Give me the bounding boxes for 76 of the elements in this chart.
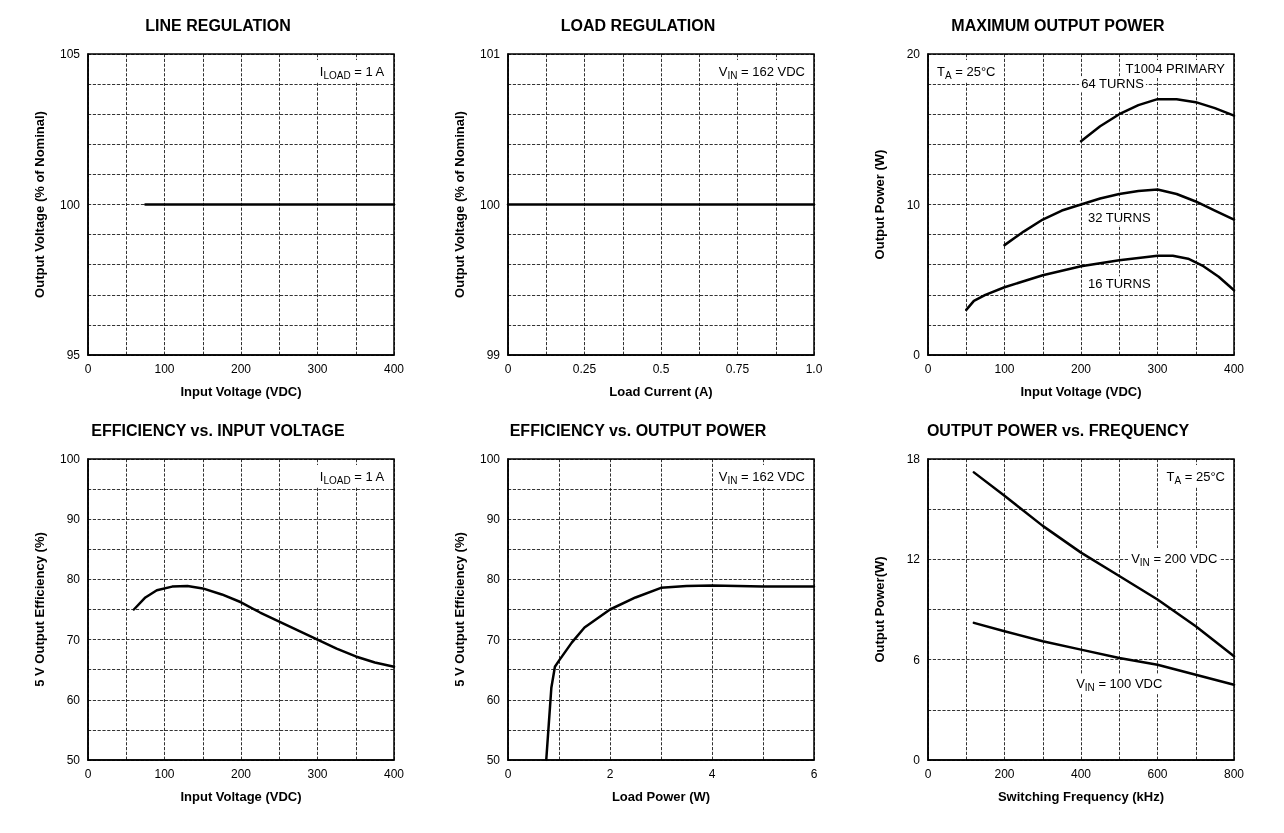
x-tick-label: 0 (504, 767, 512, 781)
x-tick-label: 0 (84, 767, 92, 781)
y-tick-label: 90 (66, 512, 81, 527)
y-tick-label: 0 (913, 348, 921, 362)
x-tick-label: 0 (504, 362, 512, 376)
x-tick-label: 0.25 (572, 362, 597, 376)
y-tick-label: 95 (66, 348, 81, 362)
x-tick-label: 300 (1147, 362, 1168, 376)
x-axis-title: Input Voltage (VDC) (180, 384, 302, 399)
y-tick-label: 50 (66, 753, 81, 767)
y-tick-label: 100 (59, 452, 81, 466)
annotation: T1004 PRIMARY (1125, 61, 1226, 76)
x-tick-label: 100 (994, 362, 1015, 376)
series-label: 32 TURNS (1087, 209, 1151, 225)
x-tick-label: 1.0 (805, 362, 823, 376)
x-tick-label: 100 (154, 362, 175, 376)
x-axis-title: Load Power (W) (611, 789, 711, 804)
y-axis-title: Output Power(W) (872, 556, 887, 663)
x-axis-title: Input Voltage (VDC) (180, 789, 302, 804)
x-tick-label: 400 (1070, 767, 1092, 781)
x-tick-label: 200 (230, 767, 252, 781)
chart-title: MAXIMUM OUTPUT POWER (951, 16, 1166, 34)
y-tick-label: 60 (486, 692, 501, 707)
x-tick-label: 6 (810, 767, 818, 781)
x-tick-label: 800 (1223, 767, 1245, 781)
x-tick-label: 200 (1070, 362, 1092, 376)
y-tick-label: 6 (913, 652, 921, 667)
x-tick-label: 0.75 (725, 362, 750, 376)
y-tick-label: 90 (486, 512, 501, 527)
y-axis-title: Output Voltage (% of Nominal) (32, 111, 47, 298)
y-tick-label: 100 (59, 197, 81, 212)
y-tick-label: 80 (486, 572, 501, 587)
x-tick-label: 600 (1147, 767, 1168, 781)
y-tick-label: 100 (479, 197, 501, 212)
x-tick-label: 100 (154, 767, 175, 781)
x-tick-label: 400 (1223, 362, 1245, 376)
x-tick-label: 0.5 (652, 362, 670, 376)
x-tick-label: 200 (994, 767, 1015, 781)
x-axis-title: Switching Frequency (kHz) (997, 789, 1165, 804)
y-tick-label: 0 (913, 753, 921, 767)
x-tick-label: 0 (924, 362, 932, 376)
x-tick-label: 400 (383, 767, 405, 781)
x-tick-label: 0 (84, 362, 92, 376)
y-tick-label: 70 (66, 632, 81, 647)
y-axis-title: 5 V Output Efficiency (%) (452, 532, 467, 687)
series-label: 64 TURNS (1081, 76, 1145, 92)
x-axis-title: Load Current (A) (609, 384, 713, 399)
y-tick-label: 80 (66, 572, 81, 587)
chart-title: EFFICIENCY vs. OUTPUT POWER (509, 421, 767, 439)
x-tick-label: 2 (606, 767, 614, 781)
y-tick-label: 105 (59, 47, 81, 61)
chart-title: LOAD REGULATION (560, 16, 716, 34)
x-tick-label: 300 (307, 362, 328, 376)
chart-title: OUTPUT POWER vs. FREQUENCY (926, 421, 1190, 439)
x-axis-title: Input Voltage (VDC) (1020, 384, 1142, 399)
y-tick-label: 50 (486, 753, 501, 767)
y-tick-label: 70 (486, 632, 501, 647)
y-axis-title: Output Power (W) (872, 149, 887, 260)
x-tick-label: 400 (383, 362, 405, 376)
y-tick-label: 60 (66, 692, 81, 707)
y-axis-title: Output Voltage (% of Nominal) (452, 111, 467, 298)
y-tick-label: 18 (906, 452, 921, 466)
y-tick-label: 12 (906, 552, 921, 567)
chart-title: LINE REGULATION (145, 16, 291, 34)
y-tick-label: 100 (479, 452, 501, 466)
x-tick-label: 0 (924, 767, 932, 781)
x-tick-label: 200 (230, 362, 252, 376)
y-tick-label: 99 (486, 348, 501, 362)
x-tick-label: 300 (307, 767, 328, 781)
x-tick-label: 4 (708, 767, 716, 781)
y-axis-title: 5 V Output Efficiency (%) (32, 532, 47, 687)
y-tick-label: 20 (906, 47, 921, 61)
y-tick-label: 10 (906, 197, 921, 212)
chart-title: EFFICIENCY vs. INPUT VOLTAGE (91, 421, 346, 439)
series-label: 16 TURNS (1087, 276, 1151, 292)
y-tick-label: 101 (479, 47, 501, 61)
